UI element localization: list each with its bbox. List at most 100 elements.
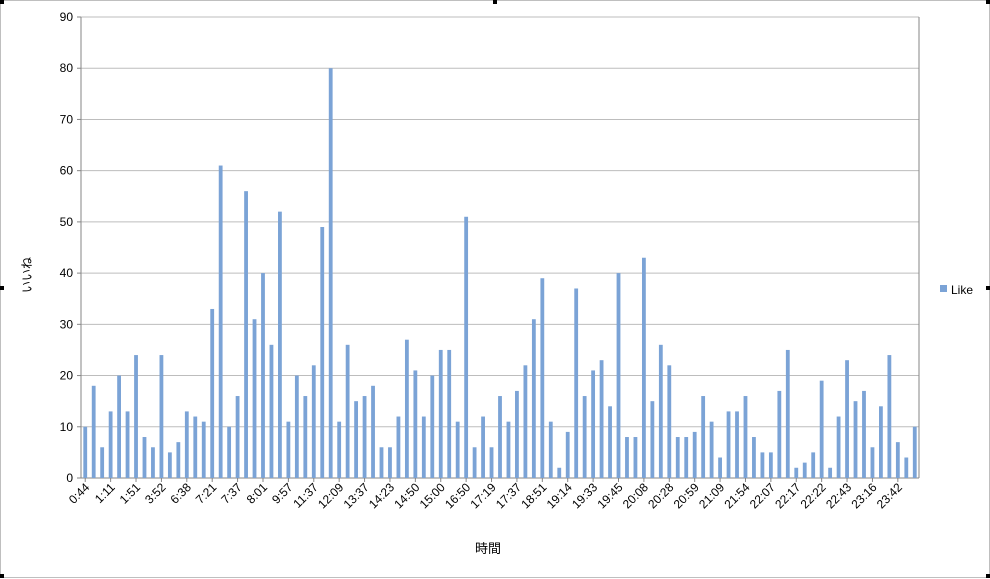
resize-handle-left[interactable]: [0, 286, 4, 290]
bar: [667, 365, 672, 478]
bar: [345, 344, 350, 478]
bar: [802, 462, 807, 478]
x-tick-label: 22:43: [823, 480, 854, 511]
resize-handle-top[interactable]: [493, 0, 497, 4]
bar: [853, 401, 858, 478]
y-tick-label: 0: [66, 471, 73, 485]
bar: [599, 360, 604, 478]
bar: [879, 406, 883, 478]
bar: [134, 355, 138, 478]
x-tick-label: 21:54: [721, 480, 752, 511]
bar: [862, 390, 866, 478]
bar: [718, 457, 722, 478]
bar: [633, 437, 638, 478]
bar: [870, 447, 875, 478]
bar: [371, 385, 375, 478]
x-tick-label: 19:33: [569, 480, 600, 511]
bar: [261, 273, 265, 478]
bar: [167, 452, 172, 478]
bar: [811, 452, 816, 478]
y-tick-label: 10: [60, 420, 74, 434]
bar: [294, 375, 299, 478]
bar: [278, 211, 282, 478]
x-tick-label: 13:37: [341, 480, 372, 511]
x-tick-label: 17:19: [468, 480, 499, 511]
bar: [777, 390, 782, 478]
x-tick-label: 3:52: [142, 480, 169, 507]
bar: [108, 411, 113, 478]
x-tick-label: 1:11: [92, 480, 118, 506]
bar: [591, 370, 596, 478]
bar: [379, 447, 384, 478]
x-tick-label: 16:50: [442, 480, 473, 511]
bar: [227, 426, 232, 478]
bar: [176, 442, 181, 478]
x-tick-label: 20:08: [620, 480, 651, 511]
x-tick-label: 15:00: [417, 480, 448, 511]
bar: [430, 375, 435, 478]
legend: Like: [940, 283, 973, 297]
y-tick-label: 60: [60, 164, 74, 178]
resize-handle-bottom-right[interactable]: [986, 574, 990, 578]
x-tick-label: 6:38: [168, 480, 195, 507]
bar: [531, 319, 536, 478]
bar: [244, 191, 248, 478]
bar: [641, 257, 646, 478]
x-tick-label: 21:09: [696, 480, 727, 511]
bar: [794, 467, 799, 478]
bar: [337, 421, 342, 478]
bar: [100, 447, 105, 478]
bar: [320, 227, 325, 478]
bar: [752, 437, 756, 478]
bar: [472, 447, 477, 478]
bar: [498, 396, 502, 478]
bar: [836, 416, 841, 478]
x-tick-labels: 0:44 1:111:513:526:387:217:378:019:5711:3…: [66, 478, 905, 511]
bar: [701, 396, 706, 478]
resize-handle-right[interactable]: [986, 286, 990, 290]
x-tick-label: 7:37: [218, 480, 245, 507]
bar: [201, 421, 206, 478]
bar: [709, 421, 714, 478]
y-tick-label: 70: [60, 112, 74, 126]
y-tick-label: 30: [60, 317, 74, 331]
bar: [362, 396, 367, 478]
bar: [481, 416, 485, 478]
x-tick-label: 22:07: [747, 480, 778, 511]
bar: [142, 437, 147, 478]
bar: [413, 370, 418, 478]
bar: [625, 437, 629, 478]
bar: [616, 273, 621, 478]
bar: [159, 355, 164, 478]
y-tick-label: 20: [60, 369, 74, 383]
x-tick-label: 18:51: [518, 480, 549, 511]
bar: [210, 308, 215, 478]
x-tick-label: 22:22: [798, 480, 829, 511]
x-tick-label: 22:17: [772, 480, 803, 511]
bar: [548, 421, 553, 478]
axes: [77, 16, 920, 479]
bar: [760, 452, 765, 478]
resize-handle-bottom-left[interactable]: [0, 574, 4, 578]
legend-swatch-like: [940, 285, 947, 292]
bar: [684, 437, 689, 478]
x-tick-label: 17:37: [493, 480, 524, 511]
bar: [311, 365, 316, 478]
y-tick-label: 90: [60, 10, 74, 24]
bar: [464, 216, 469, 478]
resize-handle-top-right[interactable]: [986, 0, 990, 4]
bar: [269, 344, 274, 478]
resize-handle-top-left[interactable]: [0, 0, 4, 4]
bar: [506, 421, 511, 478]
legend-label-like: Like: [951, 283, 973, 297]
bar: [404, 339, 409, 478]
bar: [91, 385, 96, 478]
x-tick-label: 1:51: [117, 480, 144, 507]
bar: [819, 380, 824, 478]
y-tick-label: 50: [60, 215, 74, 229]
bar: [328, 68, 333, 478]
bar: [252, 319, 257, 478]
x-tick-label: 19:45: [594, 480, 625, 511]
x-tick-label: 11:37: [290, 480, 321, 511]
bar: [151, 447, 155, 478]
